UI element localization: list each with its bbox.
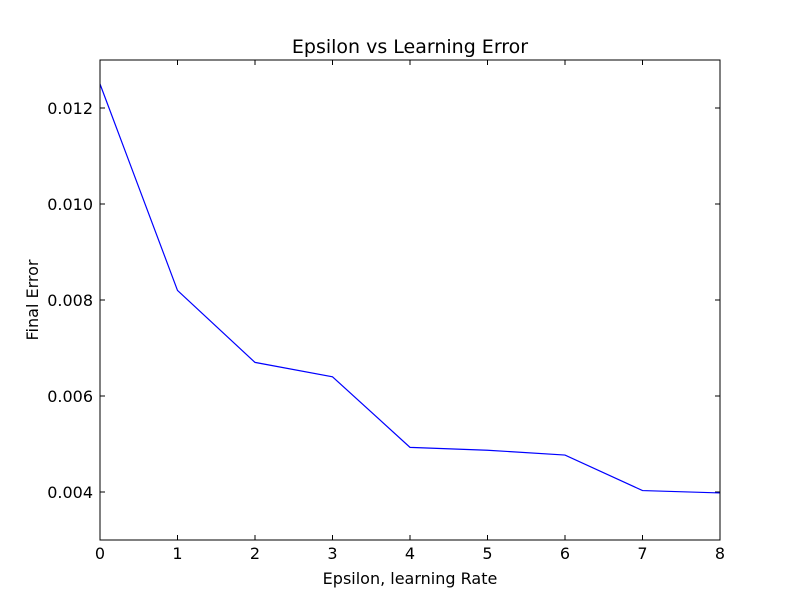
x-tick-label: 7 xyxy=(637,544,647,563)
x-tick-label: 2 xyxy=(250,544,260,563)
x-tick-label: 5 xyxy=(482,544,492,563)
chart-title: Epsilon vs Learning Error xyxy=(292,36,528,58)
y-tick-label: 0.006 xyxy=(47,387,93,406)
y-tick-label: 0.010 xyxy=(47,195,93,214)
x-tick-label: 1 xyxy=(172,544,182,563)
y-tick-label: 0.012 xyxy=(47,99,93,118)
plot-frame xyxy=(99,59,721,541)
y-tick-label: 0.004 xyxy=(47,483,93,502)
series-line xyxy=(99,83,721,494)
x-tick-label: 4 xyxy=(405,544,415,563)
x-tick-label: 6 xyxy=(560,544,570,563)
series-layer xyxy=(99,83,721,494)
axis-ticks: 0 1 2 3 4 5 6 7 8 0.004 0.006 0.008 0.010 0.012 xyxy=(47,60,725,563)
x-axis-label: Epsilon, learning Rate xyxy=(323,569,498,588)
x-tick-label: 0 xyxy=(95,544,105,563)
y-axis-label: Final Error xyxy=(23,259,42,340)
y-tick-label: 0.008 xyxy=(47,291,93,310)
x-tick-label: 3 xyxy=(327,544,337,563)
x-tick-label: 8 xyxy=(715,544,725,563)
